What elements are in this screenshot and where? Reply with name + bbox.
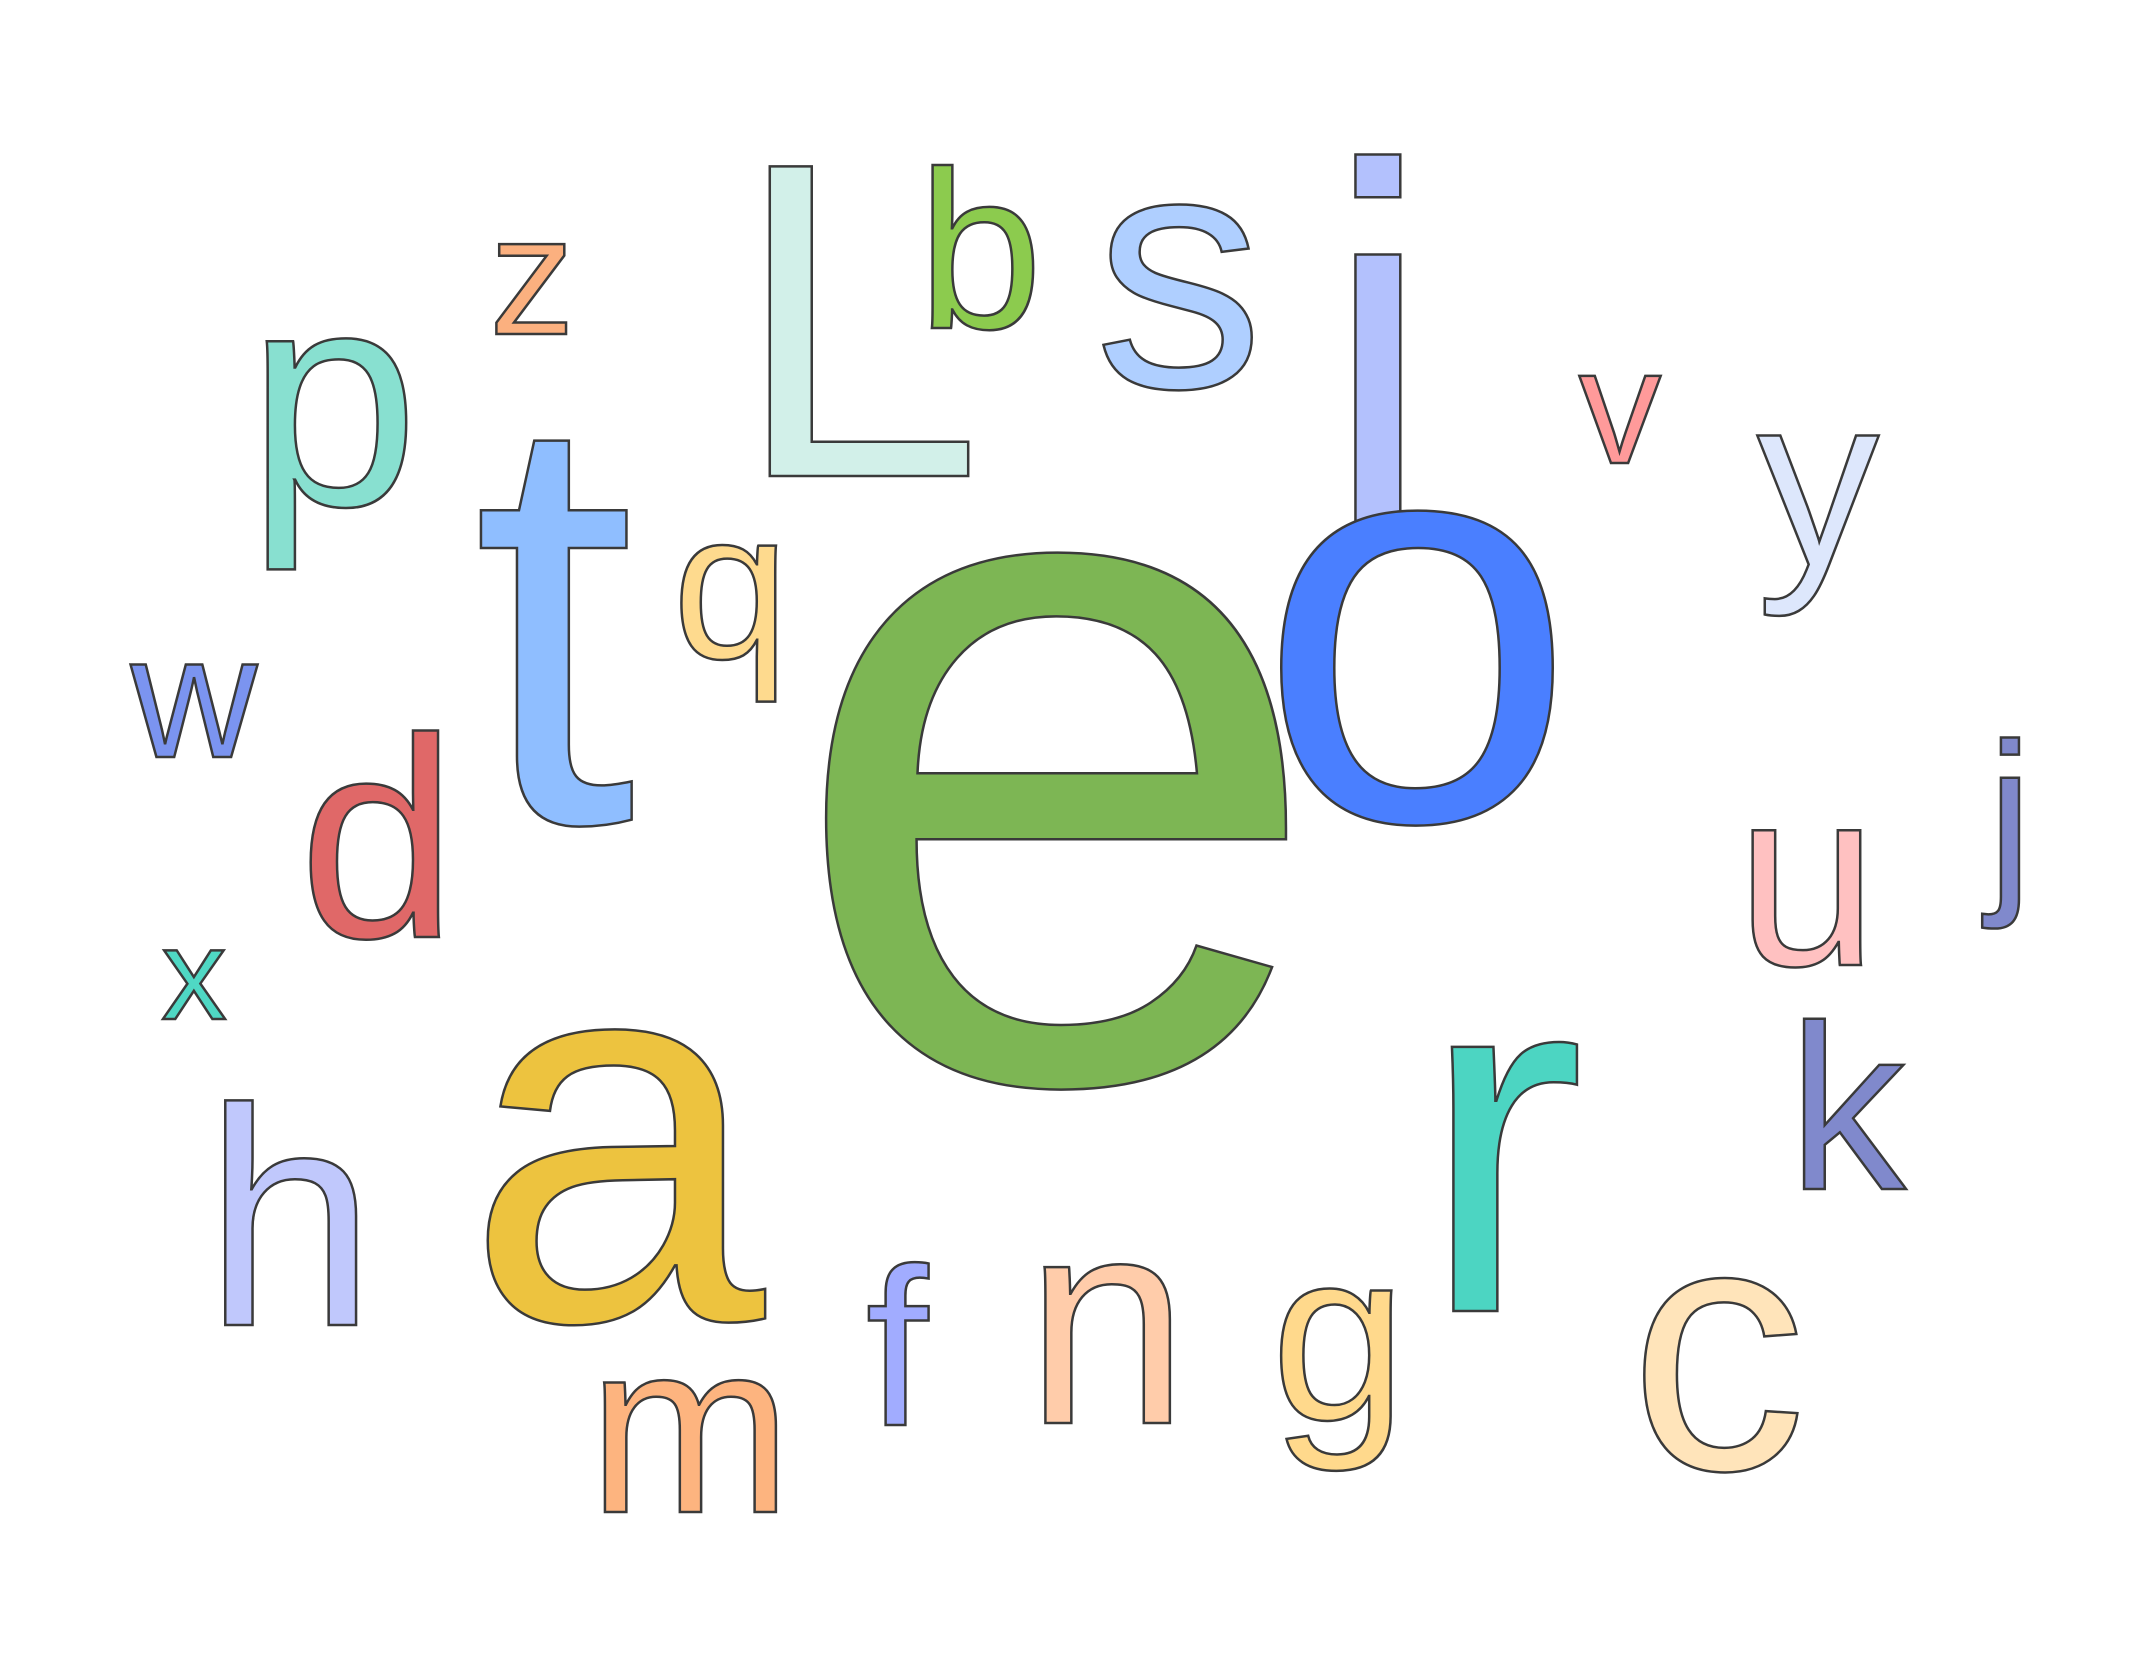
letter-x: x [162,901,227,1047]
letter-e: e [784,193,1329,1288]
letter-k: k [1788,976,1906,1239]
letter-i: i [1321,63,1434,633]
letter-h: h [204,1044,376,1391]
letter-y: y [1757,343,1880,617]
letter-a: a [465,832,769,1435]
letter-d: d [299,680,458,998]
letter-j: j [1982,701,2033,930]
letter-g: g [1271,1198,1407,1472]
letter-q: q [673,468,790,703]
letter-z: z [490,181,575,371]
letter-p: p [247,224,419,573]
letter-w: w [130,600,258,795]
letter-c: c [1629,1149,1807,1545]
letter-s: s [1094,80,1264,460]
letter-r: r [1419,858,1586,1417]
letter-u: u [1736,735,1878,1020]
letter-m: m [588,1290,792,1564]
letter-t: t [472,289,638,948]
letter-o: o [1257,299,1577,942]
letter-n: n [1025,1156,1189,1486]
letter-f: f [866,1221,929,1473]
letter-b: b [917,124,1042,376]
letter-L: L [733,70,983,572]
letter-v: v [1579,314,1662,498]
